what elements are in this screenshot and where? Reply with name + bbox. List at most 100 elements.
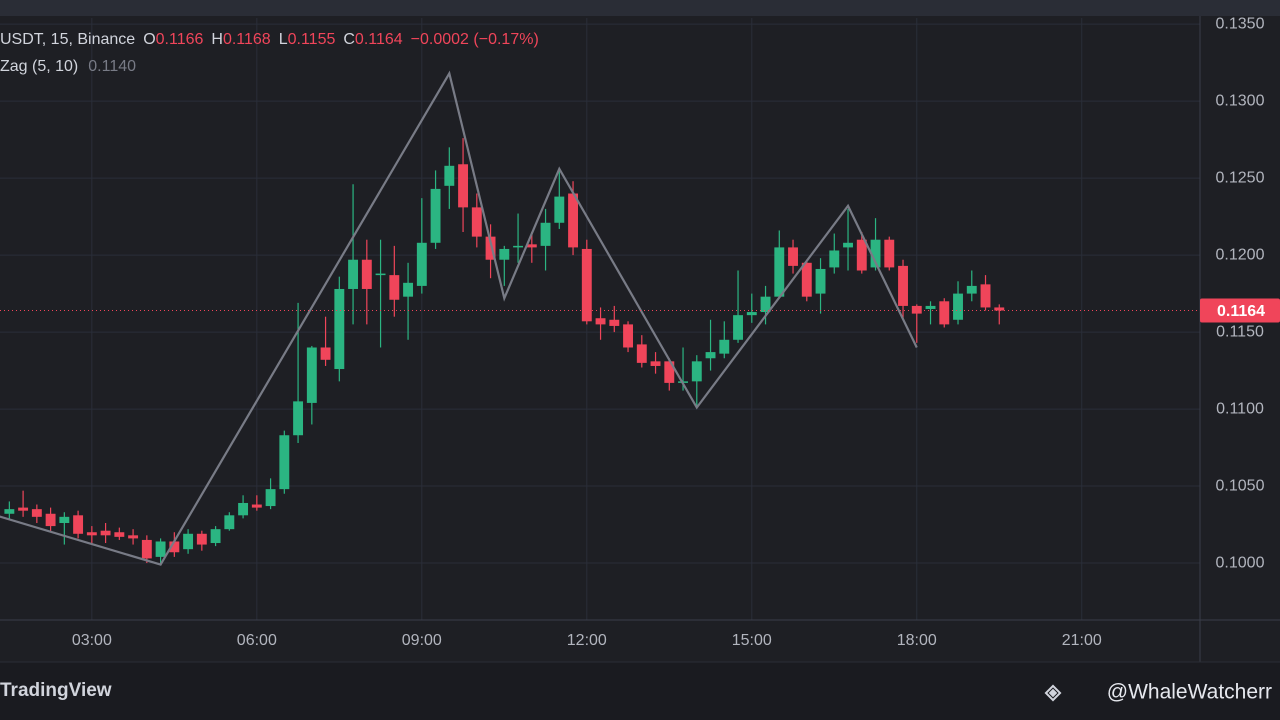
footer-background	[0, 662, 1280, 720]
candle-body	[73, 515, 84, 534]
candle-body	[416, 242, 427, 286]
ohlc-row: USDT, 15, Binance O0.1166 H0.1168 L0.1155 C0…	[0, 30, 539, 50]
candle-body	[31, 509, 42, 517]
candle-body	[884, 239, 895, 268]
candle-body	[224, 515, 235, 530]
candle-body	[320, 347, 331, 360]
symbol: USDT, 15, Binance	[0, 31, 136, 48]
y-tick-label: 0.1300	[1216, 92, 1265, 109]
candle-body	[196, 533, 207, 545]
price-tag	[1200, 298, 1280, 323]
candle-body	[595, 318, 606, 325]
ohlc-value: 0.1164	[354, 31, 403, 48]
candle-body	[458, 164, 469, 208]
candle-body	[348, 259, 359, 289]
candle-body	[994, 307, 1005, 311]
candle-body	[279, 435, 290, 490]
candle-body	[705, 352, 716, 359]
candle-body	[361, 259, 372, 289]
candle-body	[403, 282, 414, 297]
candle-body	[691, 361, 702, 382]
candle-body	[513, 245, 524, 248]
candle-body	[623, 324, 633, 348]
candle-body	[636, 344, 647, 363]
logo-icon	[1044, 684, 1062, 702]
candle-body	[815, 268, 826, 294]
candle-body	[801, 262, 812, 297]
axes: 0.1000 0.1050 0.1100 0.1150 0.1200 0.1250 0.13…	[72, 15, 1280, 649]
candle-body	[499, 248, 510, 260]
candle-body	[59, 516, 70, 524]
candle-body	[169, 541, 180, 553]
candle-body	[568, 193, 579, 248]
candle-body	[4, 509, 15, 514]
candle-body	[581, 248, 592, 322]
candle-body	[733, 315, 743, 340]
candle-body	[856, 239, 867, 271]
x-tick-label: 18:00	[897, 632, 937, 649]
candle-body	[210, 529, 221, 544]
candle-body	[430, 188, 441, 243]
candle-body	[444, 165, 455, 186]
candle-body	[980, 284, 991, 308]
candle-body	[471, 207, 482, 237]
candle-body	[540, 222, 551, 246]
candle-body	[155, 541, 166, 557]
price-tag-label: 0.1164	[1217, 303, 1265, 320]
ohlc-label: O	[143, 31, 156, 48]
x-tick-label: 15:00	[732, 632, 772, 649]
ohlc-label: C	[343, 31, 355, 48]
candle-body	[100, 530, 111, 536]
ohlc: O0.1166 H0.1168 L0.1155 C0.1164	[135, 31, 402, 48]
indicator-name: Zag (5, 10)	[0, 58, 79, 75]
candle-body	[128, 535, 139, 539]
handle: @WhaleWatcherr	[1107, 681, 1272, 704]
candle-body	[18, 507, 29, 511]
candle-body	[760, 296, 771, 313]
candle-body	[746, 312, 757, 316]
candle-body	[870, 239, 881, 268]
indicator-value: 0.1140	[88, 58, 137, 75]
x-tick-label: 12:00	[567, 632, 607, 649]
y-tick-label: 0.1150	[1216, 323, 1264, 340]
x-tick-label: 06:00	[237, 632, 277, 649]
x-tick-label: 03:00	[72, 632, 112, 649]
candle-body	[788, 247, 798, 266]
candle-body	[664, 361, 675, 383]
y-tick-label: 0.1350	[1216, 15, 1265, 32]
zigzag-line	[0, 70, 918, 566]
chart-background	[0, 16, 1280, 662]
candle-body	[953, 293, 963, 320]
candle-body	[898, 265, 908, 306]
candle-body	[650, 361, 661, 366]
candle-body	[389, 275, 400, 300]
candle-body	[719, 339, 730, 354]
candle-body	[265, 489, 276, 507]
y-tick-label: 0.1050	[1216, 477, 1265, 494]
candle-body	[251, 504, 262, 508]
candle-body	[293, 401, 304, 436]
candle-body	[609, 319, 620, 326]
ohlc-value: 0.1155	[287, 31, 336, 48]
x-tick-label: 09:00	[402, 632, 442, 649]
candle-body	[45, 513, 56, 527]
candle-body	[485, 236, 496, 260]
ohlc-value: 0.1168	[222, 31, 271, 48]
candle-body	[238, 502, 249, 516]
y-tick-label: 0.1250	[1216, 169, 1265, 186]
indicator-row: Zag (5, 10) 0.1140	[0, 57, 539, 77]
candle-body	[86, 532, 97, 536]
candle-body	[334, 288, 345, 370]
legend: USDT, 15, Binance O0.1166 H0.1168 L0.1155 C0…	[0, 30, 539, 84]
brand: TradingView	[0, 680, 112, 701]
change: −0.0002 (−0.17%)	[410, 31, 539, 48]
candle-body	[843, 242, 853, 248]
candle-body	[966, 285, 977, 294]
candle-body	[141, 539, 152, 559]
x-tick-label: 21:00	[1062, 632, 1102, 649]
y-tick-label: 0.1100	[1216, 400, 1264, 417]
candle-body	[925, 305, 936, 309]
ohlc-value: 0.1166	[155, 31, 204, 48]
